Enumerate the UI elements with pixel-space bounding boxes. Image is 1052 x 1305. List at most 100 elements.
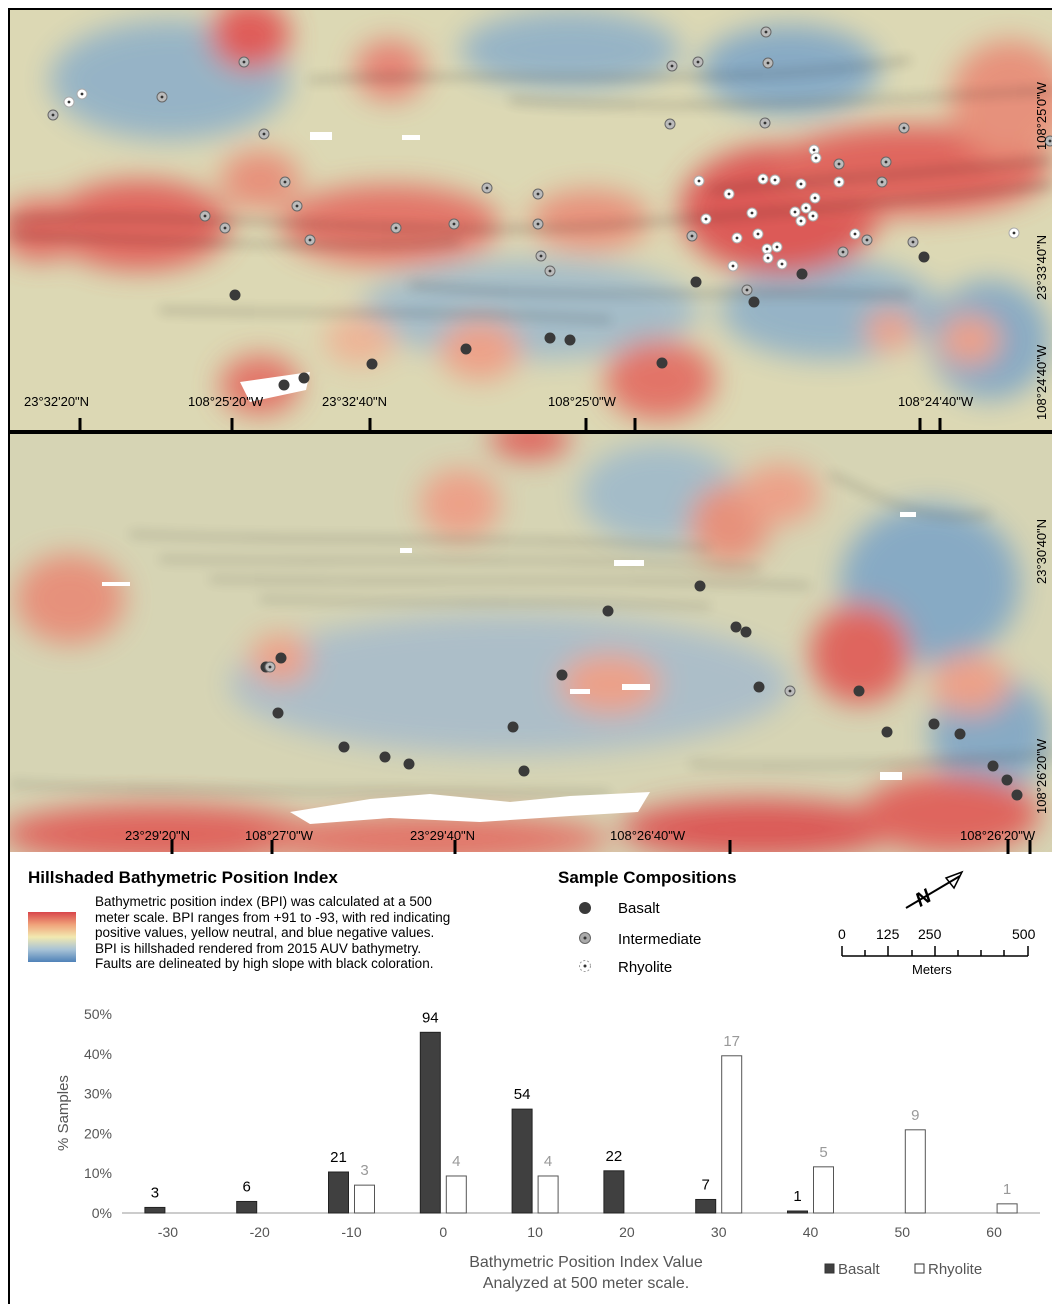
basalt-sample-icon <box>881 726 893 738</box>
legend-line: positive values, yellow neutral, and blu… <box>95 925 435 940</box>
coord-label: 23°29'20"N <box>125 828 191 843</box>
basalt-sample-icon <box>690 276 702 288</box>
rhyolite-bar <box>813 1166 834 1214</box>
basalt-sample-icon <box>403 758 415 770</box>
legend-line: meter scale. BPI ranges from +91 to -93,… <box>95 909 451 925</box>
rhyolite-bar <box>721 1055 743 1214</box>
rhyolite-bar <box>904 1129 926 1214</box>
basalt-sample-icon <box>278 379 290 391</box>
basalt-sample-icon <box>987 760 999 772</box>
figure-frame <box>8 8 1052 1304</box>
basalt-sample-icon <box>460 343 472 355</box>
legend-line: Bathymetric position index (BPI) was cal… <box>95 894 432 909</box>
y-tick-label: 30% <box>84 1086 112 1102</box>
rhyolite-bar <box>537 1175 559 1214</box>
x-tick-label: -30 <box>158 1224 178 1240</box>
x-tick-label: 0 <box>439 1224 447 1240</box>
basalt-sample-icon <box>656 357 668 369</box>
basalt-sample-icon <box>518 765 530 777</box>
basalt-count-label: 94 <box>422 1009 439 1026</box>
coord-label: 23°29'40"N <box>410 828 476 843</box>
basalt-count-label: 21 <box>330 1149 347 1166</box>
coord-label: 108°26'20"W <box>960 828 1036 843</box>
bathymetry-map-top[interactable]: 23°32'20"N 108°25'20"W 23°32'40"N 108°25… <box>10 10 1052 430</box>
coord-label: 23°32'20"N <box>24 394 90 409</box>
rhyolite-count-label: 17 <box>723 1033 740 1050</box>
x-tick-label: 30 <box>711 1224 727 1240</box>
y-tick-label: 50% <box>84 1006 112 1022</box>
x-tick-label: 50 <box>895 1224 911 1240</box>
basalt-sample-icon <box>556 669 568 681</box>
map-top-canvas <box>10 10 1052 430</box>
coord-label: 23°32'40"N <box>322 394 388 409</box>
legend-line: BPI is hillshaded rendered from 2015 AUV… <box>95 940 422 956</box>
basalt-count-label: 3 <box>151 1184 159 1201</box>
x-tick-label: 20 <box>619 1224 635 1240</box>
sample-label-basalt: Basalt <box>618 900 660 917</box>
rhyolite-count-label: 3 <box>360 1162 368 1179</box>
x-tick-label: -10 <box>341 1224 361 1240</box>
rhyolite-count-label: 1 <box>1003 1181 1011 1198</box>
sample-points-top <box>47 26 1052 391</box>
basalt-sample-icon <box>602 605 614 617</box>
scale-bar <box>841 946 1029 957</box>
intermediate-sample-icon <box>1044 135 1052 147</box>
basalt-bar <box>603 1170 625 1214</box>
coord-label: 108°27'0"W <box>245 828 313 843</box>
basalt-count-label: 7 <box>702 1176 710 1193</box>
coord-label-vertical: 23°33'40"N <box>1034 234 1049 300</box>
basalt-bar <box>144 1206 166 1214</box>
basalt-count-label: 54 <box>514 1086 531 1103</box>
rhyolite-bar <box>996 1203 1018 1214</box>
map-bottom-canvas <box>10 434 1052 852</box>
coord-label: 108°26'40"W <box>610 828 686 843</box>
basalt-count-label: 22 <box>606 1148 623 1165</box>
x-tick-label: 10 <box>527 1224 543 1240</box>
legend-swatch <box>914 1263 925 1274</box>
scale-tick-0: 0 <box>838 926 846 942</box>
y-tick-label: 0% <box>92 1205 112 1221</box>
rhyolite-count-label: 9 <box>911 1107 919 1124</box>
basalt-bar <box>328 1171 349 1214</box>
basalt-count-label: 6 <box>243 1178 251 1195</box>
north-label: N <box>912 885 936 912</box>
north-arrow-icon: N <box>905 870 964 912</box>
sample-points-bottom <box>260 580 1023 801</box>
basalt-sample-icon <box>954 728 966 740</box>
rhyolite-bar <box>354 1184 375 1214</box>
basalt-sample-icon <box>748 296 760 308</box>
legend-label: Basalt <box>838 1261 881 1278</box>
bathymetry-map-bottom[interactable]: 23°29'20"N 108°27'0"W 23°29'40"N 108°26'… <box>10 434 1052 852</box>
basalt-sample-icon <box>928 718 940 730</box>
basalt-sample-icon <box>796 268 808 280</box>
bpi-color-ramp <box>28 912 76 962</box>
basalt-sample-icon <box>918 251 930 263</box>
basalt-sample-icon <box>1011 789 1023 801</box>
basalt-sample-icon <box>298 372 310 384</box>
y-tick-label: 20% <box>84 1125 112 1141</box>
basalt-sample-icon <box>379 751 391 763</box>
bpi-histogram-chart: 0% 10% 20% 30% 40% 50% % Samples -30 3 -20 6 -10 21 3… <box>55 1006 1040 1292</box>
basalt-sample-icon <box>544 332 556 344</box>
map-ticks <box>78 418 1032 854</box>
basalt-sample-icon <box>1001 774 1013 786</box>
rhyolite-count-label: 4 <box>452 1153 460 1170</box>
sample-legend-symbols <box>579 902 591 972</box>
basalt-sample-icon <box>564 334 576 346</box>
coord-label: 108°25'20"W <box>188 394 264 409</box>
basalt-sample-icon <box>338 741 350 753</box>
sample-legend-title: Sample Compositions <box>558 868 737 887</box>
basalt-sample-icon <box>275 652 287 664</box>
coord-label-vertical: 108°25'0"W <box>1034 82 1049 150</box>
legend-label: Rhyolite <box>928 1261 982 1278</box>
basalt-sample-icon <box>740 626 752 638</box>
x-axis-label: Bathymetric Position Index Value <box>469 1254 703 1271</box>
map-divider <box>10 430 1052 434</box>
basalt-sample-icon <box>853 685 865 697</box>
scale-unit: Meters <box>912 962 952 977</box>
sample-label-rhyolite: Rhyolite <box>618 959 673 976</box>
rhyolite-count-label: 4 <box>544 1153 552 1170</box>
coord-label: 108°24'40"W <box>898 394 974 409</box>
y-tick-label: 40% <box>84 1046 112 1062</box>
bpi-legend-title: Hillshaded Bathymetric Position Index <box>28 868 338 887</box>
